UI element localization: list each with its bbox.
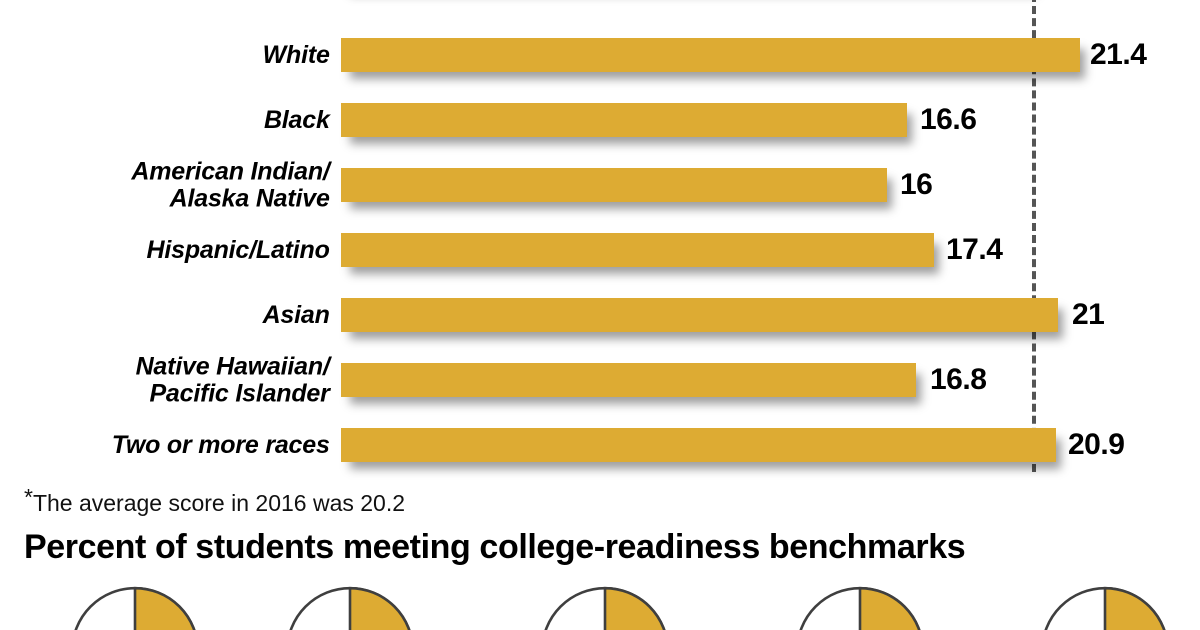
section-heading: Percent of students meeting college-read… bbox=[24, 528, 966, 566]
bar-fill[interactable] bbox=[341, 363, 916, 397]
bar-fill[interactable] bbox=[341, 233, 934, 267]
pie-slice bbox=[348, 586, 411, 630]
average-reference-line bbox=[1032, 0, 1036, 472]
pie-slice bbox=[858, 586, 921, 630]
footnote-text: The average score in 2016 was 20.2 bbox=[32, 490, 406, 516]
bar-value-label: 21 bbox=[1072, 298, 1105, 331]
bar-row: Asian 21 bbox=[0, 296, 1200, 334]
pie-slice bbox=[603, 586, 666, 630]
footnote-asterisk: * bbox=[24, 484, 33, 510]
pie-chart-strip bbox=[0, 586, 1200, 630]
bar-label-wrapper: White bbox=[0, 36, 333, 74]
bar-value-label: 16.6 bbox=[920, 103, 977, 136]
pie-chart[interactable] bbox=[540, 586, 670, 630]
pie-slice bbox=[133, 586, 196, 630]
pie-chart[interactable] bbox=[70, 586, 200, 630]
bar-fill[interactable] bbox=[341, 428, 1056, 462]
bar-row: White 21.4 bbox=[0, 36, 1200, 74]
bar-category-label: Native Hawaiian/ Pacific Islander bbox=[135, 352, 330, 407]
bar-category-label: American Indian/ Alaska Native bbox=[131, 157, 330, 212]
bar-category-label: Black bbox=[263, 105, 330, 134]
pie-chart[interactable] bbox=[1040, 586, 1170, 630]
footnote: *The average score in 2016 was 20.2 bbox=[24, 484, 405, 517]
bar-fill[interactable] bbox=[341, 103, 907, 137]
bar-value-label: 16 bbox=[900, 168, 933, 201]
bar-fill[interactable] bbox=[341, 298, 1058, 332]
bar-label-wrapper: Two or more races bbox=[0, 426, 333, 464]
bar-row: Hispanic/Latino 17.4 bbox=[0, 231, 1200, 269]
bar-value-label: 17.4 bbox=[946, 233, 1003, 266]
bar-value-label: 20.9 bbox=[1068, 428, 1125, 461]
bar-row: American Indian/ Alaska Native 16 bbox=[0, 158, 1200, 211]
bar-fill[interactable] bbox=[341, 38, 1080, 72]
bar-label-wrapper: Hispanic/Latino bbox=[0, 231, 333, 269]
bar-label-wrapper: Black bbox=[0, 101, 333, 139]
pie-chart[interactable] bbox=[285, 586, 415, 630]
bar-value-label: 16.8 bbox=[930, 363, 987, 396]
bar-fill[interactable] bbox=[341, 168, 887, 202]
bar-label-wrapper: American Indian/ Alaska Native bbox=[0, 158, 333, 211]
bar-category-label: Asian bbox=[262, 300, 330, 329]
bar-category-label: Two or more races bbox=[111, 430, 330, 459]
bar-label-wrapper: Native Hawaiian/ Pacific Islander bbox=[0, 353, 333, 406]
bar-category-label: White bbox=[262, 40, 330, 69]
bar-value-label: 21.4 bbox=[1090, 38, 1147, 71]
bar-chart: 20.3 White 21.4 Black 16.6 American Indian/ A… bbox=[0, 0, 1200, 472]
pie-slice bbox=[1103, 586, 1166, 630]
bar-label-wrapper: Asian bbox=[0, 296, 333, 334]
pie-chart[interactable] bbox=[795, 586, 925, 630]
bar-row: Two or more races 20.9 bbox=[0, 426, 1200, 464]
bar-category-label: Hispanic/Latino bbox=[146, 235, 330, 264]
bar-row: Black 16.6 bbox=[0, 101, 1200, 139]
bar-row: Native Hawaiian/ Pacific Islander 16.8 bbox=[0, 353, 1200, 406]
bar-value-label: 20.3 bbox=[940, 0, 997, 4]
